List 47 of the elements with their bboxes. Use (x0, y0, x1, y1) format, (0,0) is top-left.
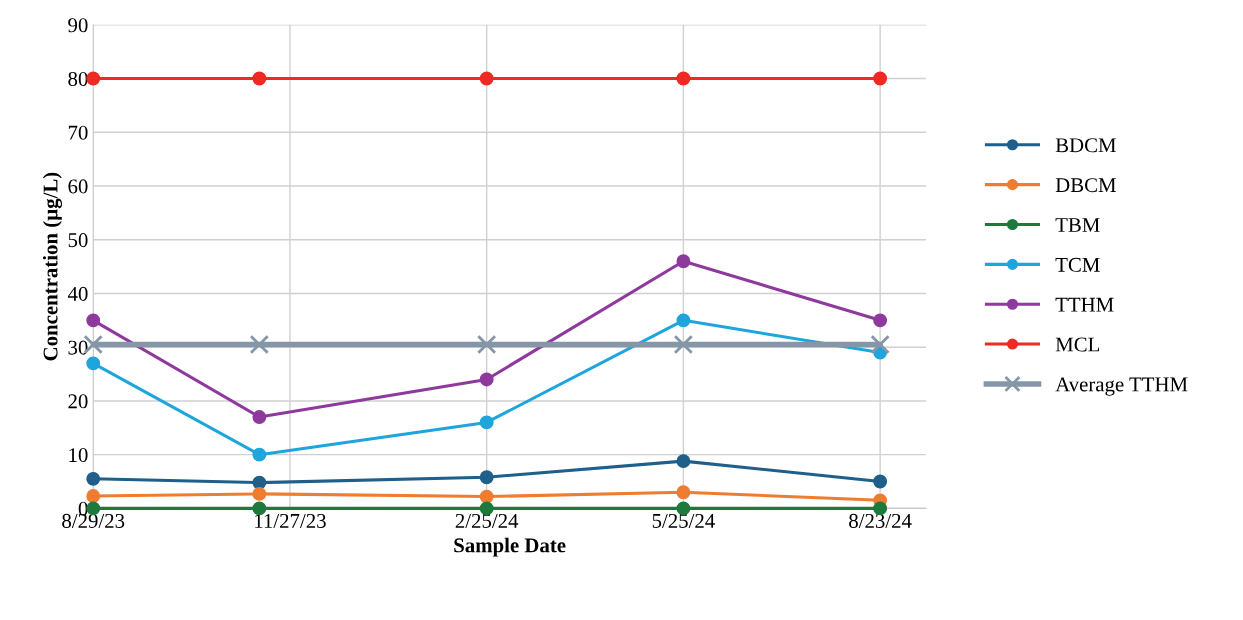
point (252, 71, 267, 86)
point (86, 356, 101, 371)
y-tick-label: 90 (68, 18, 88, 33)
legend-label: MCL (1055, 337, 1100, 352)
point (479, 489, 494, 504)
point (249, 334, 270, 355)
point (86, 489, 101, 503)
legend-label: BDCM (1055, 138, 1116, 153)
point (479, 415, 494, 430)
legend-label: TBM (1055, 218, 1100, 232)
legend-label: Average TTHM (1055, 377, 1188, 396)
point (479, 71, 494, 86)
y-tick-label: 60 (68, 179, 88, 194)
x-tick-label: 8/23/24 (849, 513, 912, 528)
point (86, 471, 101, 486)
x-tick-label: 5/25/24 (652, 513, 715, 528)
y-tick-label: 30 (68, 340, 88, 355)
point (676, 313, 691, 328)
point (873, 474, 888, 489)
y-tick-label: 20 (68, 394, 88, 409)
point (252, 486, 267, 501)
y-tick-label: 40 (67, 286, 88, 301)
point (476, 334, 497, 355)
legend-label: DBCM (1055, 178, 1116, 193)
point (870, 334, 890, 355)
point (676, 254, 691, 269)
y-tick-label: 80 (68, 71, 88, 86)
point (676, 485, 691, 500)
y-axis-title: Concentration (µg/L) (42, 172, 62, 361)
y-tick-label: 50 (68, 233, 88, 248)
point (873, 313, 888, 328)
legend-label: TCM (1055, 257, 1100, 272)
y-tick-label: 70 (68, 125, 88, 140)
point (673, 334, 694, 355)
point (676, 454, 691, 469)
legend-label: TTHM (1055, 297, 1114, 312)
point (252, 410, 267, 424)
point (252, 447, 267, 462)
point (873, 71, 888, 86)
x-axis-title: Sample Date (454, 537, 566, 557)
point (479, 372, 494, 387)
y-tick-label: 10 (69, 448, 88, 463)
point (479, 470, 494, 485)
point (676, 71, 691, 86)
x-tick-label: 11/27/23 (255, 513, 326, 528)
x-tick-label: 2/25/24 (455, 513, 519, 528)
point (86, 313, 101, 328)
